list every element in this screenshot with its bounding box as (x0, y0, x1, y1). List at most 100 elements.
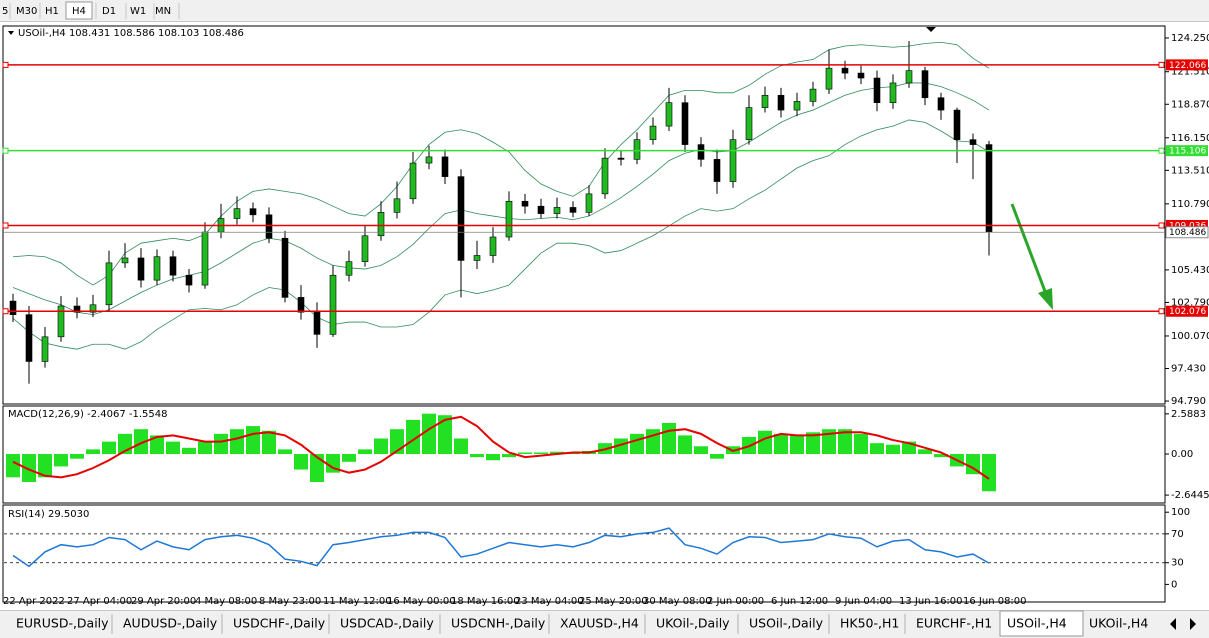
panel-title: MACD(12,26,9) -2.4067 -1.5548 (8, 409, 168, 420)
x-tick-label: 30 May 08:00 (643, 596, 712, 607)
candle-body (57, 305, 65, 338)
candle-body (697, 144, 705, 160)
level-handle (2, 61, 9, 68)
tab[interactable]: AUDUSD-,Daily (123, 616, 218, 631)
candle-body (425, 156, 433, 164)
macd-bar (822, 429, 836, 455)
macd-bar (294, 454, 308, 470)
x-tick-label: 4 May 08:00 (195, 596, 257, 607)
macd-bar (278, 449, 292, 455)
chart-menu-icon (8, 31, 14, 35)
candle-body (265, 214, 273, 239)
candle-body (569, 207, 577, 213)
macd-bar (486, 454, 500, 461)
x-tick-label: 25 May 20:00 (579, 596, 648, 607)
macd-bar (70, 454, 84, 459)
macd-bar (438, 415, 452, 455)
candle-body (713, 159, 721, 182)
tab[interactable]: USDCAD-,Daily (340, 616, 434, 631)
candle-body (329, 274, 337, 335)
candle-body (505, 200, 513, 238)
candle-body (585, 193, 593, 213)
candle-body (841, 67, 849, 74)
level-handle (2, 147, 9, 154)
macd-bar (806, 432, 820, 455)
macd-bar (854, 433, 868, 455)
tab-active (999, 610, 1084, 637)
tab[interactable]: USOil-,H4 (1007, 616, 1067, 631)
timeframe-active (65, 1, 93, 20)
bollinger-upper (12, 41, 990, 286)
macd-bar (6, 454, 20, 478)
candle-body (521, 200, 529, 207)
macd-bar (422, 413, 436, 455)
macd-bar (102, 441, 116, 455)
level-label: 122.066 (1169, 61, 1206, 71)
tab-scroll[interactable] (1170, 618, 1196, 630)
macd-bar (966, 454, 980, 475)
candle-body (9, 300, 17, 315)
macd-bar (262, 430, 276, 455)
tab[interactable]: XAUUSD-,H4 (560, 616, 639, 631)
timeframe-button[interactable]: H4 (72, 6, 86, 17)
macd-bar (934, 454, 948, 458)
candle-body (857, 72, 865, 79)
candle-body (745, 107, 753, 140)
y-tick-label: 0.00 (1171, 449, 1193, 460)
x-tick-label: 8 May 23:00 (259, 596, 321, 607)
macd-bar (38, 454, 52, 478)
candle-body (393, 198, 401, 213)
x-tick-label: 27 Apr 04:00 (67, 596, 132, 607)
y-tick-label: 100 (1171, 507, 1190, 518)
candle-body (297, 297, 305, 313)
macd-bar (886, 444, 900, 455)
tab[interactable]: EURUSD-,Daily (16, 616, 109, 631)
y-tick-label: 121.510 (1171, 67, 1209, 78)
macd-bar (518, 452, 532, 455)
macd-bar (406, 419, 420, 455)
toolbar (0, 0, 1209, 22)
timeframe-button[interactable]: W1 (130, 6, 146, 17)
tab[interactable]: USDCHF-,Daily (233, 616, 326, 631)
level-label: 115.106 (1169, 147, 1206, 157)
macd-bar (646, 429, 660, 455)
tab[interactable]: UKOil-,Daily (656, 616, 730, 631)
y-tick-label: 2.5883 (1171, 409, 1206, 420)
timeframe-button[interactable]: 5 (2, 6, 8, 17)
macd-signal (12, 415, 990, 480)
tab[interactable]: EURCHF-,H1 (916, 616, 992, 631)
level-handle (2, 308, 9, 315)
candle-body (809, 88, 817, 102)
arrow-shaft (1010, 203, 1048, 295)
tab[interactable]: USOil-,Daily (749, 616, 824, 631)
macd-bar (630, 433, 644, 455)
tab[interactable]: USDCNH-,Daily (451, 616, 546, 631)
tab[interactable]: HK50-,H1 (840, 616, 899, 631)
bollinger-middle (12, 82, 990, 316)
tab[interactable]: UKOil-,H4 (1089, 616, 1148, 631)
candle-body (825, 67, 833, 90)
timeframe-button[interactable]: M30 (16, 6, 37, 17)
macd-bar (662, 422, 676, 455)
macd-bar (454, 438, 468, 455)
timeframe-button[interactable]: H1 (45, 6, 59, 17)
level-handle (2, 222, 9, 229)
y-tick-label: 110.790 (1171, 199, 1209, 210)
candle-body (89, 304, 97, 313)
candle-body (137, 257, 145, 281)
candle-body (249, 208, 257, 216)
rsi-panel (2, 504, 1166, 603)
candle-body (169, 256, 177, 276)
candle-body (985, 144, 993, 233)
macd-bar (54, 454, 68, 467)
macd-bar (790, 435, 804, 455)
x-tick-label: 16 May 00:00 (387, 596, 456, 607)
trend-arrow (1010, 203, 1053, 310)
timeframe-button[interactable]: D1 (102, 6, 116, 17)
macd-bar (198, 441, 212, 455)
candle-body (617, 157, 625, 160)
macd-bar (774, 433, 788, 455)
timeframe-button[interactable]: MN (155, 6, 171, 17)
macd-bar (214, 433, 228, 455)
candle-body (441, 156, 449, 177)
